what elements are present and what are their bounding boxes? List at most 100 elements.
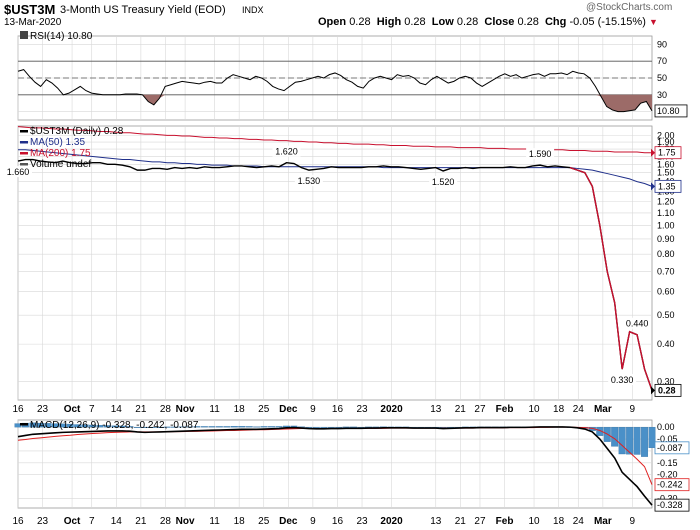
price-current-value-pointer-icon <box>651 182 655 191</box>
price-y-tick-label: 0.40 <box>657 339 675 349</box>
x-tick-label: Feb <box>496 516 514 527</box>
x-tick-label: 9 <box>630 404 636 415</box>
price-legend-swatch <box>20 163 28 166</box>
macd-current-value-box <box>654 498 690 512</box>
macd-histogram-bar <box>320 426 328 428</box>
macd-histogram-bar <box>305 426 313 428</box>
x-tick-label: Oct <box>64 404 81 415</box>
macd-histogram-bar <box>59 423 67 428</box>
x-tick-label: 21 <box>135 404 147 415</box>
x-tick-label: 28 <box>160 516 172 527</box>
macd-panel-frame <box>17 419 653 509</box>
price-y-tick-label: 2.00 <box>657 130 675 140</box>
x-tick-label: 16 <box>12 404 24 415</box>
macd-histogram-bar <box>193 426 201 428</box>
macd-histogram-bar <box>618 426 626 455</box>
price-annotation-label: 1.660 <box>7 167 30 177</box>
macd-histogram-bar <box>44 423 52 428</box>
macd-histogram-bar <box>626 426 634 455</box>
price-annotation-bg <box>294 175 323 187</box>
x-tick-label: 21 <box>455 516 467 527</box>
macd-histogram-bar <box>148 426 156 428</box>
rsi-current-value-box <box>654 104 688 118</box>
x-tick-label: 11 <box>209 404 220 415</box>
x-tick-label: 7 <box>89 516 95 527</box>
macd-histogram-bar <box>104 425 111 428</box>
high-value: 0.28 <box>404 16 426 28</box>
price-y-tick-label: 1.00 <box>657 220 675 230</box>
macd-y-tick-label: 0.00 <box>657 422 675 432</box>
x-tick-label: 10 <box>528 404 540 415</box>
low-label: Low <box>431 16 454 28</box>
price-y-tick-label: 0.60 <box>657 287 675 297</box>
chg-label: Chg <box>544 16 567 28</box>
price-y-tick-label: 0.50 <box>657 310 675 320</box>
x-tick-label: 11 <box>209 516 220 527</box>
rsi-oversold-fill <box>18 94 652 112</box>
price-annotation-label: 1.590 <box>529 149 552 159</box>
price-annotation-label: 1.520 <box>432 177 455 187</box>
high-label: High <box>376 16 402 28</box>
open-label: Open <box>318 16 347 28</box>
rsi-y-tick-label: 70 <box>657 56 667 66</box>
x-tick-label: 18 <box>234 404 246 415</box>
macd-y-tick-label: -0.15 <box>657 458 678 468</box>
price-legend-swatch <box>20 141 28 144</box>
price-y-tick-label: 1.20 <box>657 197 675 207</box>
x-tick-label: 28 <box>160 404 172 415</box>
down-arrow-icon: ▼ <box>648 17 658 27</box>
macd-histogram-bar <box>245 426 253 428</box>
macd-histogram-bar <box>133 426 141 428</box>
price-annotation-bg <box>608 374 637 386</box>
macd-histogram-bar <box>275 426 283 428</box>
x-tick-label: 25 <box>258 516 270 527</box>
x-tick-label: Dec <box>279 516 298 527</box>
macd-histogram-bar <box>342 426 350 428</box>
price-y-tick-label: 0.80 <box>657 249 675 259</box>
macd-title: MACD(12,26,9) -0.328, -0.242, -0.087 <box>30 420 199 431</box>
macd-histogram-bar <box>186 426 194 428</box>
price-annotation-bg <box>623 317 652 329</box>
chg-value: -0.05 (-15.15%) <box>569 16 646 28</box>
x-tick-label: 23 <box>356 516 368 527</box>
rsi-line <box>17 69 653 113</box>
price-legend-label: MA(50) 1.35 <box>30 137 85 148</box>
symbol-label: $UST3M <box>4 2 56 17</box>
x-tick-label: 16 <box>332 516 344 527</box>
macd-histogram-bar <box>335 426 343 428</box>
macd-histogram-bar <box>208 426 216 428</box>
macd-histogram-bar <box>81 424 89 428</box>
x-tick-label: Nov <box>176 516 195 527</box>
macd-y-tick-label: -0.30 <box>657 493 678 503</box>
security-name: 3-Month US Treasury Yield (EOD) <box>60 4 226 16</box>
watermark: @StockCharts.com <box>586 2 673 13</box>
macd-histogram-bar <box>253 426 261 428</box>
x-tick-label: 23 <box>37 404 49 415</box>
macd-histogram-bar <box>51 423 59 428</box>
price-current-value-label: 0.28 <box>658 385 676 395</box>
rsi-y-tick-label: 50 <box>657 73 667 83</box>
open-value: 0.28 <box>349 16 371 28</box>
price-annotation-bg <box>526 148 555 160</box>
x-tick-label: 2020 <box>380 516 403 527</box>
macd-histogram-bar <box>36 422 44 428</box>
price-annotation-bg <box>4 166 32 178</box>
price-annotation-label: 1.530 <box>298 176 321 186</box>
x-tick-label: 10 <box>528 516 540 527</box>
macd-current-value-box <box>654 441 690 455</box>
macd-histogram-bar <box>596 426 604 436</box>
x-tick-label: Mar <box>594 404 612 415</box>
price-annotation-bg <box>272 145 301 157</box>
date-label: 13-Mar-2020 <box>4 17 62 28</box>
x-tick-label: 2020 <box>380 404 403 415</box>
macd-current-value-label: -0.328 <box>657 500 683 510</box>
macd-histogram-bar <box>156 426 164 428</box>
macd-histogram-bar <box>96 425 104 428</box>
x-tick-label: 23 <box>356 404 368 415</box>
x-tick-label: 9 <box>310 404 316 415</box>
low-value: 0.28 <box>456 16 479 28</box>
macd-histogram-bar <box>215 426 223 428</box>
macd-histogram-bar <box>66 423 74 428</box>
macd-y-tick-label: -0.05 <box>657 434 678 444</box>
